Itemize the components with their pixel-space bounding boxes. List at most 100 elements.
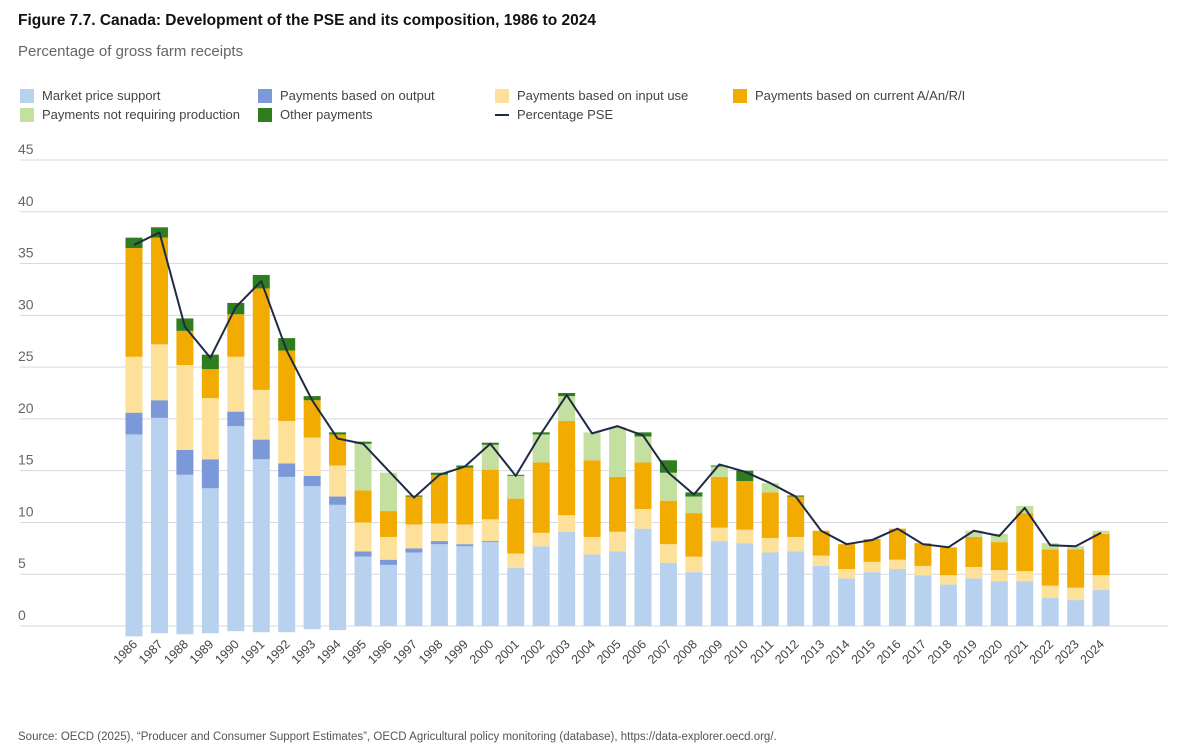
legend-label: Payments based on output	[280, 88, 435, 103]
bar-segment	[456, 467, 474, 525]
bar-segment	[965, 578, 983, 626]
bar-segment	[812, 530, 830, 556]
y-tick-label: 30	[18, 296, 34, 312]
bar-segment	[507, 568, 525, 626]
bar-segment	[939, 547, 957, 576]
x-tick-label: 2016	[874, 637, 904, 667]
bar-segment	[761, 492, 779, 538]
x-tick-label: 2014	[823, 637, 853, 667]
bar-segment	[1092, 589, 1110, 626]
legend-item-current: Payments based on current A/An/R/I	[733, 88, 965, 103]
bar-segment	[838, 578, 856, 626]
bar-segment	[329, 504, 347, 626]
bar-segment	[1067, 549, 1085, 588]
y-tick-label: 25	[18, 348, 34, 364]
bar-segment	[227, 626, 245, 632]
bar-segment	[558, 515, 576, 532]
bar-segment	[507, 498, 525, 554]
bar-segment	[380, 559, 397, 565]
x-tick-label: 1992	[263, 637, 293, 667]
y-tick-label: 0	[18, 607, 26, 623]
bar-segment	[965, 566, 983, 579]
bar-segment	[965, 530, 983, 537]
bar-segment	[481, 469, 499, 520]
bar-segment	[380, 511, 397, 537]
bar-segment	[456, 524, 474, 545]
bar-segment	[125, 248, 143, 357]
pse-line	[133, 231, 1102, 549]
bar-segment	[380, 564, 397, 626]
bar-segment	[430, 541, 448, 545]
bar-segment	[609, 551, 627, 626]
bar-segment	[558, 531, 576, 626]
chart-subtitle: Percentage of gross farm receipts	[18, 43, 244, 60]
bar-segment	[354, 522, 372, 552]
legend-swatch	[733, 88, 747, 103]
x-tick-label: 1995	[340, 637, 370, 667]
bar-segment	[252, 459, 270, 626]
x-tick-label: 2003	[543, 637, 573, 667]
x-tick-label: 1998	[416, 637, 446, 667]
bar-segment	[201, 626, 219, 634]
bar-segment	[583, 536, 601, 555]
bar-segment	[1067, 587, 1085, 601]
bar-segment	[710, 465, 728, 467]
x-tick-label: 2023	[1052, 637, 1082, 667]
x-tick-label: 2004	[569, 637, 599, 667]
x-tick-label: 2008	[670, 637, 700, 667]
x-tick-label: 2005	[594, 637, 624, 667]
bar-segment	[252, 626, 270, 633]
bar-segment	[558, 420, 576, 516]
bar-segment	[303, 475, 321, 487]
bar-segment	[685, 572, 703, 626]
y-tick-label: 35	[18, 245, 34, 261]
bar-segment	[736, 529, 754, 544]
y-tick-label: 10	[18, 503, 34, 519]
bar-segment	[1067, 600, 1085, 626]
bar-segment	[889, 569, 906, 626]
bar-segment	[354, 441, 372, 444]
bar-segment	[176, 474, 194, 626]
bar-segment	[329, 434, 347, 466]
bar-segment	[838, 544, 856, 570]
x-tick-label: 2007	[645, 637, 675, 667]
legend-swatch	[20, 107, 34, 122]
legend-label: Payments not requiring production	[42, 107, 241, 122]
bar-segment	[889, 528, 906, 560]
bar-segment	[278, 350, 296, 421]
bar-segment	[914, 565, 932, 576]
x-tick-label: 1987	[136, 637, 166, 667]
x-tick-label: 1986	[111, 637, 141, 667]
bar-segment	[150, 344, 168, 401]
x-tick-label: 1994	[314, 637, 344, 667]
x-tick-label: 2019	[950, 637, 980, 667]
bar-segment	[965, 536, 983, 567]
bar-segment	[481, 542, 499, 626]
bar-segment	[939, 575, 957, 585]
y-tick-label: 40	[18, 193, 34, 209]
legend-label: Payments based on current A/An/R/I	[755, 88, 966, 103]
bar-segment	[736, 481, 754, 530]
bar-segment	[914, 543, 932, 566]
bar-segment	[939, 584, 957, 626]
bar-segment	[278, 476, 296, 626]
legend-swatch	[20, 88, 34, 103]
bar-segment	[150, 626, 168, 634]
bar-segment	[125, 237, 143, 249]
bar-segment	[685, 513, 703, 557]
x-tick-label: 1990	[212, 637, 242, 667]
bar-segment	[150, 237, 168, 345]
bar-segment	[125, 434, 143, 626]
bar-segment	[914, 575, 932, 626]
bar-segment	[125, 412, 143, 435]
bar-segment	[380, 472, 397, 512]
bar-segment	[863, 572, 881, 626]
legend-item-input: Payments based on input use	[495, 88, 688, 103]
bar-segment	[990, 581, 1008, 626]
bar-segment	[303, 400, 321, 438]
y-tick-label: 15	[18, 452, 34, 468]
bar-segment	[227, 426, 245, 626]
bar-segment	[812, 555, 830, 566]
legend-swatch	[495, 88, 509, 103]
bar-segment	[532, 546, 550, 626]
